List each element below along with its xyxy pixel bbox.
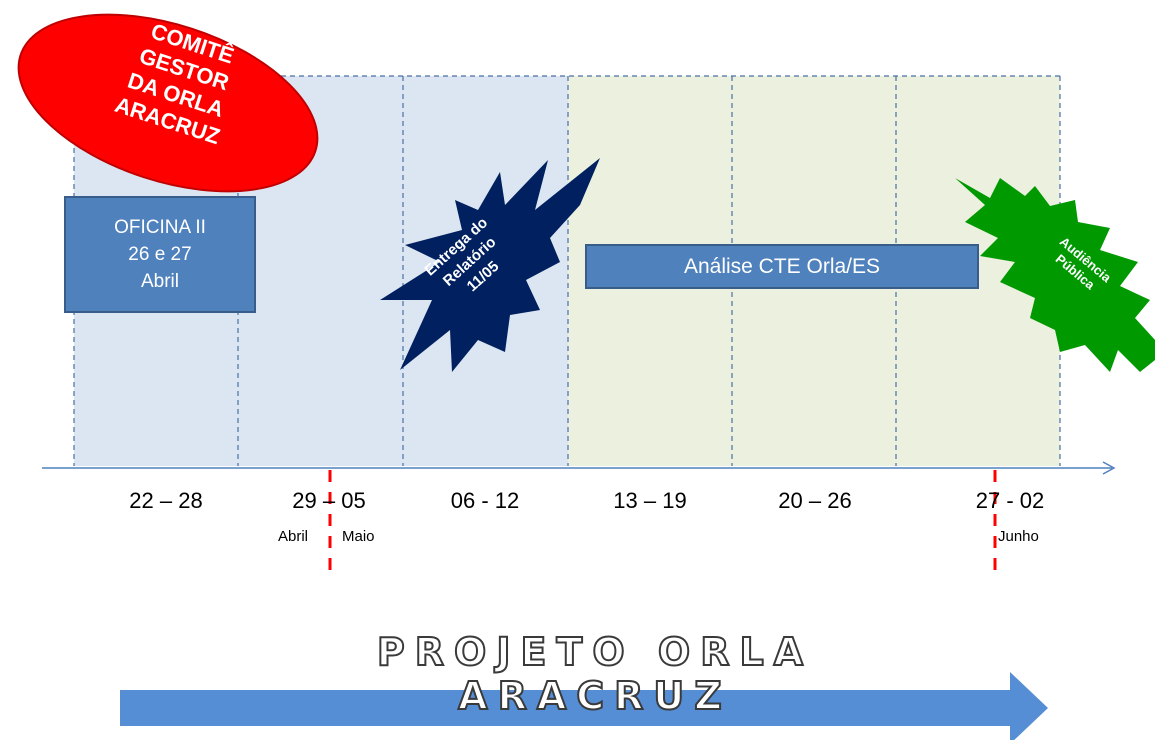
comite-badge	[17, 13, 319, 193]
oficina-dates: 26 e 27	[128, 244, 192, 265]
audiencia-starburst	[955, 178, 1155, 372]
month-label-junho: Junho	[998, 528, 1039, 545]
project-arrow	[120, 672, 1048, 740]
week-label-3: 06 - 12	[450, 488, 520, 513]
week-label-2: 29 – 05	[292, 488, 366, 513]
week-label-4: 13 – 19	[613, 488, 687, 513]
week-label-6: 27 - 02	[975, 488, 1045, 513]
week-label-1: 22 – 28	[129, 488, 203, 513]
oficina-month: Abril	[140, 271, 179, 292]
oficina-title: OFICINA II	[114, 217, 206, 238]
entrega-starburst	[380, 158, 600, 372]
analise-label: Análise CTE Orla/ES	[683, 254, 881, 278]
axis-arrow-head	[1102, 461, 1116, 475]
analise-box: Análise CTE Orla/ES	[585, 244, 979, 289]
oficina-box: OFICINA II 26 e 27 Abril	[64, 196, 256, 313]
project-title: PROJETO ORLA ARACRUZ	[376, 629, 814, 719]
week-label-5: 20 – 26	[778, 488, 852, 513]
month-label-maio: Maio	[342, 528, 375, 545]
month-label-abril: Abril	[278, 528, 309, 545]
